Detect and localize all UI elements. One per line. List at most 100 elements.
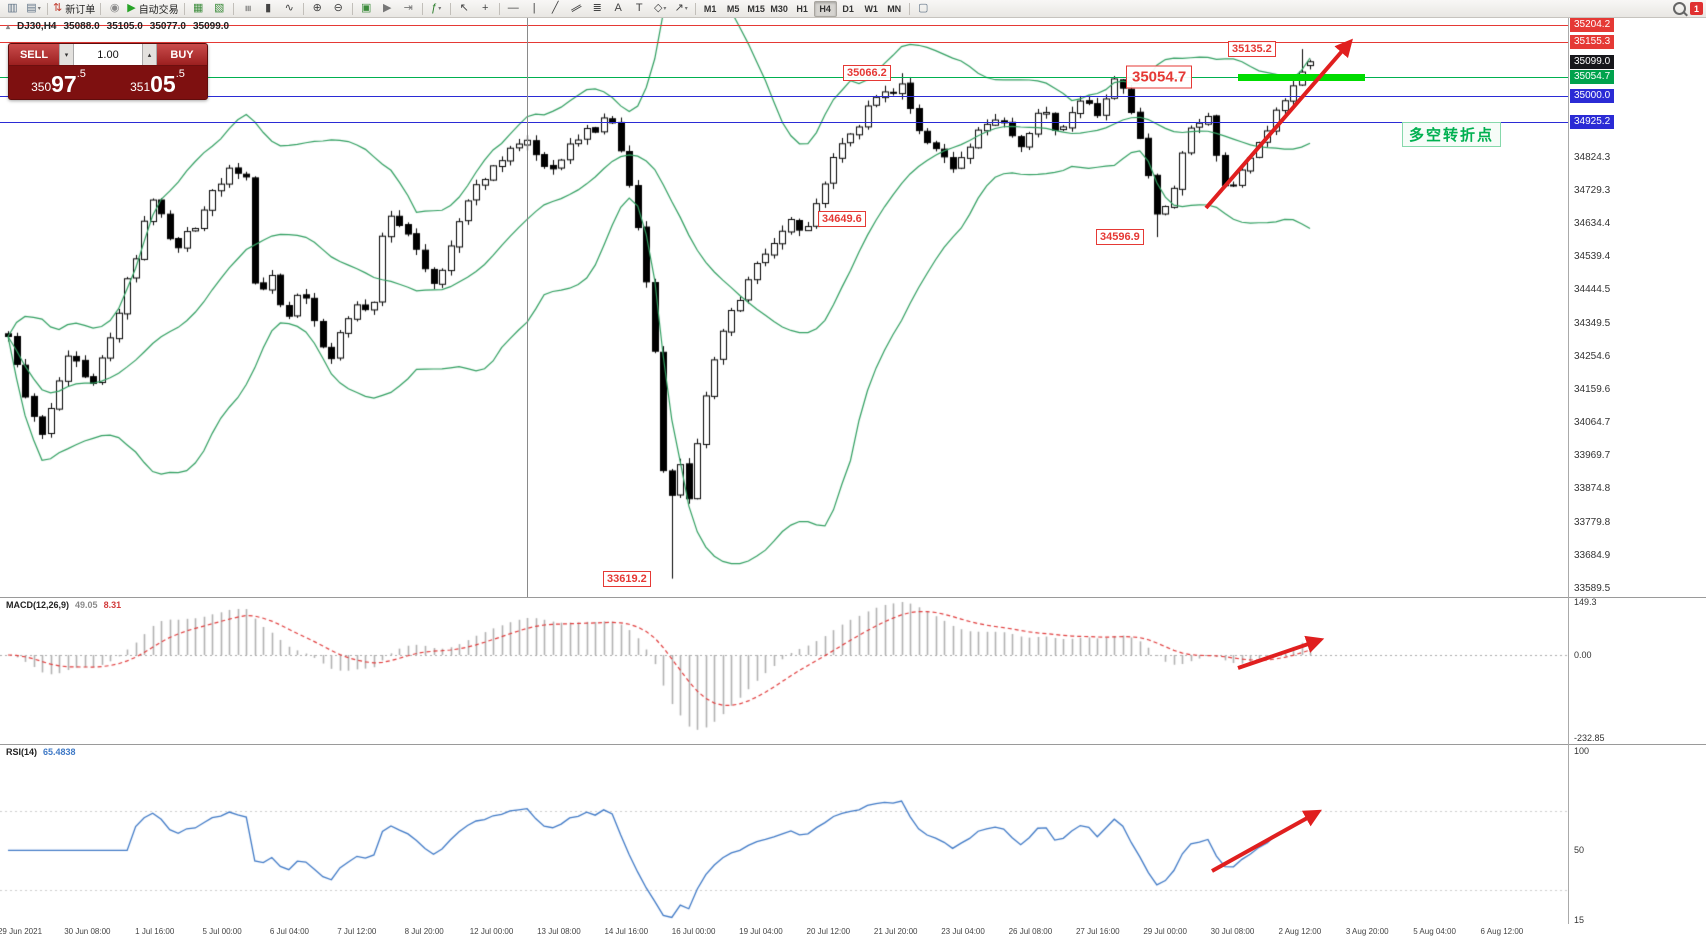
indicator-axis-label: 149.3 bbox=[1574, 597, 1597, 607]
tf-mn[interactable]: MN bbox=[887, 3, 902, 14]
indicators-icon[interactable]: ƒ ▾ bbox=[426, 1, 447, 17]
note-annotation[interactable]: 多空转折点 bbox=[1402, 122, 1502, 147]
price-callout[interactable]: 35054.7 bbox=[1126, 65, 1193, 89]
price-hline[interactable] bbox=[0, 42, 1568, 44]
crosshair-icon[interactable]: + bbox=[475, 1, 496, 17]
new-order-button: ⇅ bbox=[53, 2, 63, 14]
indicator-axis-label: 15 bbox=[1574, 915, 1585, 925]
sell-price[interactable]: 350 97.5 bbox=[9, 66, 108, 99]
rsi-canvas[interactable] bbox=[0, 744, 1568, 924]
tf-d1[interactable]: D1 bbox=[842, 3, 854, 14]
macd-panel-separator[interactable] bbox=[0, 597, 1706, 598]
price-callout[interactable]: 35066.2 bbox=[843, 65, 891, 82]
cursor-icon: ↖ bbox=[459, 2, 469, 14]
ohlc-close: 35099.0 bbox=[192, 21, 230, 32]
sell-button[interactable]: SELL bbox=[9, 44, 59, 65]
macd-canvas[interactable] bbox=[0, 597, 1568, 744]
notification-badge[interactable]: 1 bbox=[1690, 2, 1703, 15]
tf-m30[interactable]: M30 bbox=[770, 3, 788, 14]
new-chart-icon[interactable]: ▥ bbox=[2, 1, 23, 17]
window-list-icon[interactable]: ▢ bbox=[913, 1, 934, 17]
rsi-panel-separator[interactable] bbox=[0, 744, 1706, 745]
channel-icon: ∥ bbox=[570, 2, 584, 14]
buy-button[interactable]: BUY bbox=[157, 44, 207, 65]
bar-chart-icon[interactable]: ≡ bbox=[237, 1, 258, 17]
volume-input[interactable]: 1.00 bbox=[74, 44, 142, 65]
time-axis-label: 5 Jul 00:00 bbox=[202, 927, 242, 936]
price-hline[interactable] bbox=[0, 25, 1568, 26]
symbol-header: ▴ DJ30,H4 35088.0 35105.0 35077.0 35099.… bbox=[6, 21, 229, 32]
time-axis-label: 16 Jul 00:00 bbox=[671, 927, 716, 936]
price-chart-canvas[interactable] bbox=[0, 18, 1568, 597]
time-axis-label: 6 Jul 04:00 bbox=[269, 927, 310, 936]
profiles-icon[interactable]: ▤ ▾ bbox=[23, 1, 44, 17]
price-callout[interactable]: 34596.9 bbox=[1096, 229, 1144, 246]
chevron-down-icon: ▾ bbox=[37, 6, 41, 12]
market-watch-icon: ▦ bbox=[192, 2, 204, 14]
cursor-icon[interactable]: ↖ bbox=[454, 1, 475, 17]
symbol-name: DJ30,H4 bbox=[17, 21, 57, 32]
toolbar-separator bbox=[100, 2, 102, 15]
buy-price[interactable]: 351 05.5 bbox=[108, 66, 207, 99]
price-axis-label: 34444.5 bbox=[1574, 284, 1611, 296]
auto-scroll-icon: ▶ bbox=[382, 2, 392, 14]
highlight-rectangle[interactable] bbox=[1238, 73, 1365, 81]
sell-price-figure: 350 bbox=[31, 80, 52, 94]
price-hline[interactable] bbox=[0, 77, 1568, 79]
price-hline[interactable] bbox=[0, 122, 1568, 124]
chart-shift-icon[interactable]: ⇥ bbox=[398, 1, 419, 17]
sell-price-pips: .5 bbox=[76, 68, 86, 80]
time-axis[interactable]: 29 Jun 2021 30 Jun 08:00 1 Jul 16:00 5 Jul … bbox=[0, 924, 1706, 939]
sound-icon[interactable]: ◉ bbox=[104, 1, 125, 17]
line-chart-icon[interactable]: ∿ bbox=[279, 1, 300, 17]
shapes-icon[interactable]: ◇ ▾ bbox=[650, 1, 671, 17]
time-axis-label: 2 Aug 12:00 bbox=[1278, 927, 1322, 936]
tf-h1[interactable]: H1 bbox=[796, 3, 808, 14]
vertical-line-icon[interactable]: | bbox=[524, 1, 545, 17]
chevron-down-icon: ▾ bbox=[684, 6, 688, 12]
trendline-icon[interactable]: ╱ bbox=[545, 1, 566, 17]
fibonacci-icon[interactable]: ≣ bbox=[587, 1, 608, 17]
vertical-line-object[interactable] bbox=[527, 18, 528, 597]
volume-increase-button[interactable]: ▴ bbox=[142, 44, 157, 65]
price-callout[interactable]: 33619.2 bbox=[603, 570, 651, 587]
tile-windows-icon: ▣ bbox=[360, 2, 372, 14]
zoom-in-icon[interactable]: ⊕ bbox=[307, 1, 328, 17]
tile-windows-icon[interactable]: ▣ bbox=[356, 1, 377, 17]
horizontal-line-icon: ― bbox=[507, 2, 519, 14]
rsi-value: 65.4838 bbox=[43, 747, 76, 757]
tf-h4[interactable]: H4 bbox=[813, 0, 837, 17]
horizontal-line-icon[interactable]: ― bbox=[503, 1, 524, 17]
market-watch-icon[interactable]: ▦ bbox=[188, 1, 209, 17]
data-window-icon[interactable]: ▧ bbox=[209, 1, 230, 17]
zoom-out-icon[interactable]: ⊖ bbox=[328, 1, 349, 17]
channel-icon[interactable]: ∥ bbox=[566, 1, 587, 17]
autotrade-button[interactable]: ▶ 自动交易 bbox=[125, 1, 180, 17]
tf-m1[interactable]: M1 bbox=[703, 3, 717, 14]
new-order-button[interactable]: ⇅ 新订单 bbox=[51, 1, 97, 17]
chevron-down-icon: ▾ bbox=[438, 6, 442, 12]
toolbar-separator bbox=[351, 2, 353, 15]
price-callout[interactable]: 35135.2 bbox=[1228, 41, 1276, 58]
autotrade-button: ▶ bbox=[127, 2, 136, 14]
search-icon[interactable] bbox=[1673, 2, 1686, 15]
candlestick-chart-icon[interactable]: ▮ bbox=[258, 1, 279, 17]
tf-m15[interactable]: M15 bbox=[747, 3, 765, 14]
auto-scroll-icon[interactable]: ▶ bbox=[377, 1, 398, 17]
tf-w1[interactable]: W1 bbox=[864, 3, 878, 14]
time-axis-label: 19 Jul 04:00 bbox=[739, 927, 783, 936]
data-window-icon: ▧ bbox=[213, 2, 225, 14]
price-callout[interactable]: 34649.6 bbox=[818, 210, 866, 227]
time-axis-label: 12 Jul 00:00 bbox=[469, 927, 514, 936]
volume-decrease-button[interactable]: ▾ bbox=[59, 44, 74, 65]
toolbar-separator bbox=[498, 2, 500, 15]
price-hline[interactable] bbox=[0, 96, 1568, 98]
text-icon[interactable]: A bbox=[608, 1, 629, 17]
time-axis-label: 30 Jul 08:00 bbox=[1210, 927, 1255, 936]
tf-m5[interactable]: M5 bbox=[726, 3, 740, 14]
trade-panel-toggle-icon[interactable]: ▴ bbox=[6, 22, 11, 31]
arrow-tool-icon[interactable]: ↗ ▾ bbox=[671, 1, 692, 17]
time-axis-label: 6 Aug 12:00 bbox=[1480, 927, 1524, 936]
label-icon[interactable]: T bbox=[629, 1, 650, 17]
